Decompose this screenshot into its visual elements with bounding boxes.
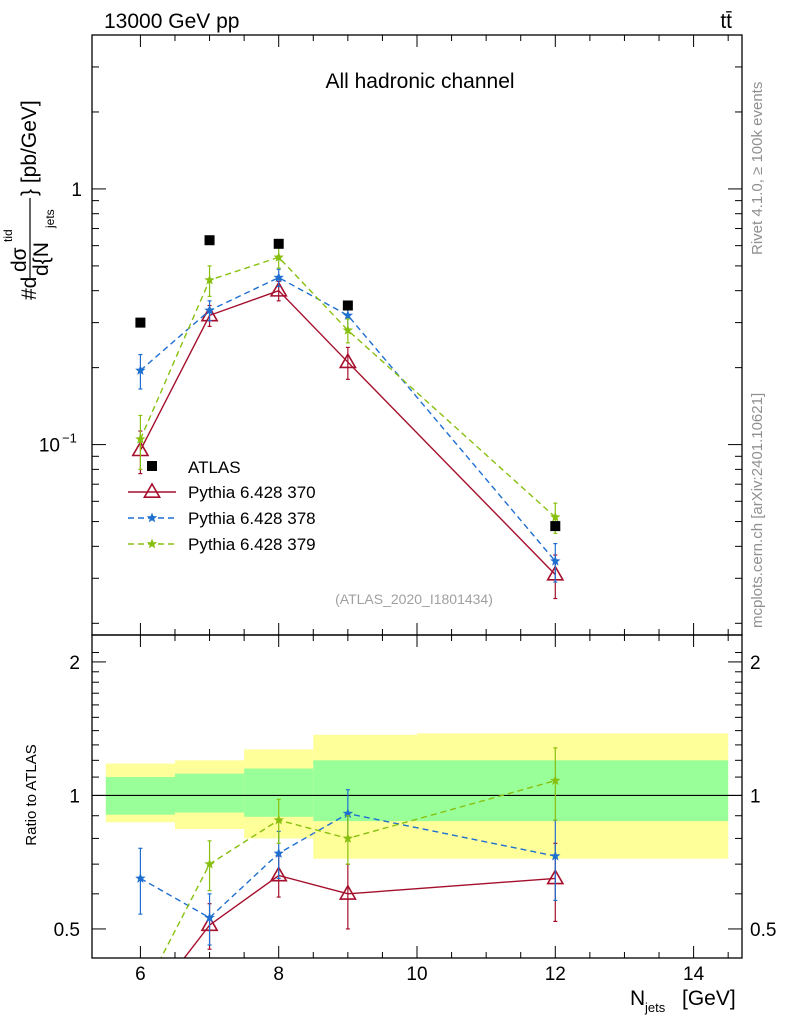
x-tick-label: 14 xyxy=(683,964,705,985)
data-point xyxy=(342,324,354,335)
legend-atlas-marker xyxy=(147,461,157,471)
data-point xyxy=(550,555,561,566)
legend-marker xyxy=(143,482,161,498)
data-point xyxy=(269,281,288,297)
ratio-series-3 xyxy=(160,747,561,958)
data-point xyxy=(204,235,215,246)
x-tick-label: 6 xyxy=(135,964,146,985)
y-label-numerator: dσ xyxy=(8,247,31,272)
ratio-panel xyxy=(91,634,743,959)
data-point xyxy=(204,304,215,315)
data-point xyxy=(204,274,215,285)
ratio-tick-label: 2 xyxy=(69,653,80,674)
uncertainty-bands xyxy=(105,733,729,859)
data-point xyxy=(342,309,354,320)
ratio-point xyxy=(204,912,215,923)
atlas-data xyxy=(135,235,561,532)
x-tick-label: 10 xyxy=(406,964,427,985)
data-point xyxy=(338,352,357,369)
series-line xyxy=(139,276,556,562)
x-label-sub: jets xyxy=(644,1000,666,1015)
band-inner xyxy=(417,760,729,822)
data-point xyxy=(135,317,146,328)
legend-label: Pythia 6.428 379 xyxy=(188,535,316,554)
ratio-point xyxy=(342,808,354,819)
collision-label: 13000 GeV pp xyxy=(104,10,239,33)
data-point xyxy=(342,300,353,311)
y-label-suffix: } [pb/GeV] xyxy=(18,100,41,196)
data-point xyxy=(135,364,146,375)
mcplots-label: mcplots.cern.ch [arXiv:2401.10621] xyxy=(749,393,766,628)
x-label-unit: [GeV] xyxy=(682,987,736,1010)
ratio-point xyxy=(269,865,288,882)
y-tick-label: 1 xyxy=(71,180,82,201)
series-line xyxy=(139,256,556,518)
ratio-point xyxy=(135,872,146,883)
ratio-point xyxy=(550,850,561,861)
ratio-tick-label-right: 0.5 xyxy=(750,920,776,941)
x-tick-label: 12 xyxy=(545,964,566,985)
y-tick-exponent: −1 xyxy=(62,431,77,446)
analysis-id: (ATLAS_2020_I1801434) xyxy=(335,591,493,607)
series-ratio xyxy=(135,747,565,958)
y-label-denominator: d{N xyxy=(30,242,53,276)
series-main xyxy=(131,246,565,600)
x-tick-label: 8 xyxy=(273,964,284,985)
y-tick-label: 10 xyxy=(39,436,60,457)
ratio-tick-label-right: 1 xyxy=(750,786,761,807)
ratio-point xyxy=(338,884,357,900)
data-point xyxy=(273,238,284,249)
y-axis-label: #d dσ tid d{N jets } [pb/GeV] xyxy=(1,100,57,300)
x-label-main: N xyxy=(630,987,645,1010)
legend-marker xyxy=(146,538,158,549)
series-3 xyxy=(135,246,561,534)
y-label-numerator-sup: tid xyxy=(1,229,15,242)
ratio-point xyxy=(550,775,561,786)
ratio-point xyxy=(342,832,354,843)
ratio-tick-label: 1 xyxy=(69,786,80,807)
ratio-tick-label-right: 2 xyxy=(750,653,761,674)
ratio-point xyxy=(273,847,284,858)
data-point xyxy=(135,433,146,444)
data-point xyxy=(550,521,561,532)
band-inner xyxy=(174,773,245,813)
x-axis-label: N jets [GeV] xyxy=(630,987,736,1015)
rivet-label: Rivet 4.1.0, ≥ 100k events xyxy=(749,82,766,255)
legend: ATLAS Pythia 6.428 370 Pythia 6.428 378 Pyt… xyxy=(128,458,316,554)
legend-marker xyxy=(146,512,158,523)
ratio-axis-label: Ratio to ATLAS xyxy=(23,744,40,845)
legend-label: Pythia 6.428 378 xyxy=(188,509,316,528)
data-point xyxy=(273,251,284,262)
y-label-denominator-sub: jets xyxy=(43,209,57,229)
ratio-point xyxy=(273,814,284,825)
legend-label: Pythia 6.428 370 xyxy=(188,483,316,502)
ratio-tick-label: 0.5 xyxy=(54,920,80,941)
band-inner xyxy=(313,760,417,822)
process-label: tt̄ xyxy=(720,10,732,33)
ratio-point xyxy=(204,858,215,869)
data-point xyxy=(550,511,561,522)
channel-title: All hadronic channel xyxy=(325,70,514,93)
y-label-prefix: #d xyxy=(18,277,41,300)
data-point xyxy=(273,272,284,282)
legend-atlas-label: ATLAS xyxy=(188,458,241,477)
